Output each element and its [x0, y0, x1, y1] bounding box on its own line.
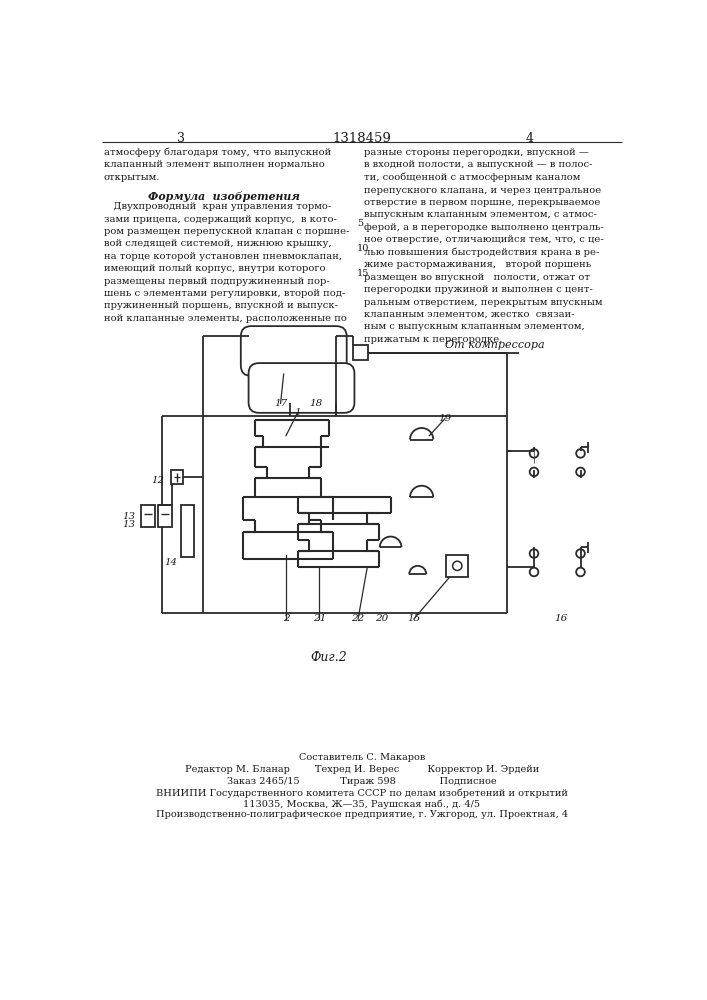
Text: 19: 19 — [438, 414, 452, 423]
Text: 20: 20 — [375, 614, 388, 623]
FancyBboxPatch shape — [249, 363, 354, 413]
Text: Составитель С. Макаров: Составитель С. Макаров — [299, 753, 425, 762]
Circle shape — [530, 568, 538, 576]
Text: атмосферу благодаря тому, что выпускной
клапанный элемент выполнен нормально
отк: атмосферу благодаря тому, что выпускной … — [104, 148, 331, 182]
Text: 12: 12 — [151, 476, 164, 485]
Text: Двухпроводный  кран управления тормо-
зами прицепа, содержащий корпус,  в кото-
: Двухпроводный кран управления тормо- зам… — [104, 202, 349, 323]
Circle shape — [530, 468, 538, 476]
Text: 10: 10 — [357, 244, 370, 253]
Text: 2: 2 — [283, 614, 289, 623]
Bar — [353, 345, 368, 360]
Text: 4: 4 — [526, 132, 534, 145]
Text: 1: 1 — [294, 408, 301, 417]
FancyBboxPatch shape — [241, 326, 346, 376]
Text: 18: 18 — [309, 399, 322, 408]
Circle shape — [576, 549, 585, 558]
Text: 22: 22 — [351, 614, 365, 623]
Text: 5: 5 — [357, 219, 363, 228]
Bar — [158, 505, 172, 527]
Text: Фиг.2: Фиг.2 — [310, 651, 347, 664]
Circle shape — [576, 449, 585, 458]
Circle shape — [530, 449, 538, 458]
Text: От компрессора: От компрессора — [445, 340, 544, 350]
Text: Производственно-полиграфическое предприятие, г. Ужгород, ул. Проектная, 4: Производственно-полиграфическое предприя… — [156, 810, 568, 819]
Text: Заказ 2465/15             Тираж 598              Подписное: Заказ 2465/15 Тираж 598 Подписное — [227, 777, 497, 786]
Circle shape — [452, 561, 462, 570]
Bar — [141, 505, 155, 527]
Text: 15: 15 — [357, 269, 370, 278]
Bar — [182, 505, 194, 557]
Text: 15: 15 — [407, 614, 421, 623]
Bar — [170, 470, 183, 484]
Text: 17: 17 — [274, 399, 287, 408]
Text: 21: 21 — [312, 614, 326, 623]
Text: 13: 13 — [122, 512, 135, 521]
Text: 13: 13 — [122, 520, 135, 529]
Circle shape — [530, 549, 538, 558]
Text: Формула  изобретения: Формула изобретения — [148, 191, 300, 202]
Text: Редактор М. Бланар        Техред И. Верес         Корректор И. Эрдейи: Редактор М. Бланар Техред И. Верес Корре… — [185, 765, 539, 774]
Bar — [446, 555, 468, 577]
Text: ВНИИПИ Государственного комитета СССР по делам изобретений и открытий: ВНИИПИ Государственного комитета СССР по… — [156, 788, 568, 798]
Text: 14: 14 — [165, 558, 177, 567]
Text: 1318459: 1318459 — [332, 132, 392, 145]
Text: разные стороны перегородки, впускной —
в входной полости, а выпускной — в полос-: разные стороны перегородки, впускной — в… — [363, 148, 603, 344]
Text: 3: 3 — [177, 132, 185, 145]
Circle shape — [576, 568, 585, 576]
Text: 16: 16 — [554, 614, 568, 623]
Circle shape — [576, 468, 585, 476]
Text: 113035, Москва, Ж—35, Раушская наб., д. 4/5: 113035, Москва, Ж—35, Раушская наб., д. … — [243, 799, 481, 809]
